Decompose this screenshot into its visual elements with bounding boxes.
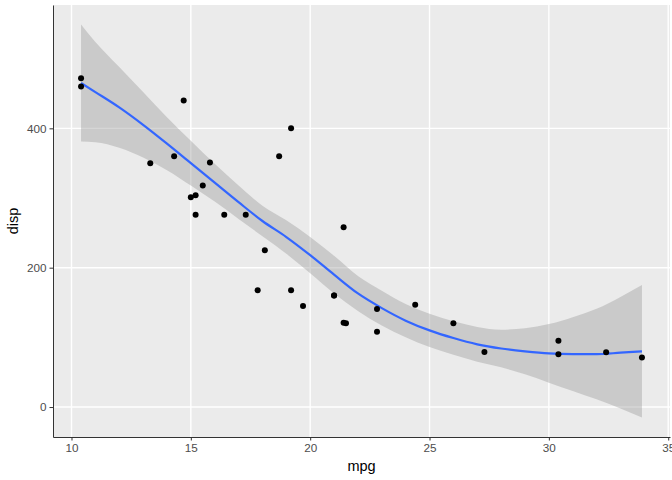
point bbox=[181, 97, 187, 103]
tick-label: 15 bbox=[185, 441, 199, 454]
point bbox=[78, 75, 84, 81]
panel-background bbox=[53, 5, 670, 437]
tick-label: 400 bbox=[27, 122, 47, 135]
point bbox=[188, 194, 194, 200]
x-axis: 10 15 20 25 30 35 bbox=[54, 437, 672, 454]
grid-line-x bbox=[309, 5, 310, 437]
tick: 20 bbox=[304, 437, 318, 454]
point bbox=[262, 247, 268, 253]
point bbox=[193, 212, 199, 218]
point bbox=[374, 306, 380, 312]
point bbox=[243, 212, 249, 218]
point bbox=[147, 160, 153, 166]
point bbox=[639, 354, 645, 360]
grid-line-y bbox=[53, 267, 670, 268]
axis-line bbox=[53, 6, 54, 438]
grid bbox=[53, 5, 670, 437]
tick-mark bbox=[50, 407, 54, 408]
tick: 25 bbox=[424, 437, 438, 454]
tick-label: 0 bbox=[40, 400, 47, 413]
marks bbox=[78, 25, 645, 418]
point bbox=[374, 329, 380, 335]
tick: 10 bbox=[65, 437, 79, 454]
point bbox=[255, 287, 261, 293]
tick-label: 200 bbox=[27, 261, 47, 274]
tick: 0 bbox=[40, 400, 53, 413]
point bbox=[200, 182, 206, 188]
point bbox=[555, 351, 561, 357]
grid-line-x bbox=[429, 5, 430, 437]
point bbox=[300, 303, 306, 309]
point bbox=[288, 125, 294, 131]
grid-line-y bbox=[53, 406, 670, 407]
tick-mark bbox=[50, 268, 54, 269]
tick-label: 10 bbox=[65, 441, 79, 454]
tick-label: 25 bbox=[424, 441, 438, 454]
point bbox=[481, 349, 487, 355]
y-axis-title: disp bbox=[5, 208, 21, 235]
y-axis: 0 200 400 bbox=[27, 6, 54, 438]
tick: 30 bbox=[543, 437, 557, 454]
point bbox=[412, 302, 418, 308]
grid-line-x bbox=[71, 5, 72, 437]
point bbox=[207, 159, 213, 165]
point bbox=[555, 338, 561, 344]
point bbox=[341, 224, 347, 230]
point bbox=[221, 212, 227, 218]
point bbox=[331, 293, 337, 299]
tick-label: 30 bbox=[543, 441, 557, 454]
tick-label: 35 bbox=[662, 441, 672, 454]
axis-line bbox=[54, 437, 671, 438]
tick: 400 bbox=[27, 122, 53, 135]
tick-mark bbox=[50, 128, 54, 129]
grid-line-x bbox=[668, 5, 669, 437]
chart: 10 15 20 25 30 35 0 200 400 mpg disp bbox=[0, 0, 672, 480]
smooth-line bbox=[81, 83, 642, 354]
grid-line-x bbox=[190, 5, 191, 437]
point bbox=[341, 320, 347, 326]
point bbox=[450, 320, 456, 326]
point bbox=[603, 349, 609, 355]
confidence-band bbox=[81, 25, 642, 418]
tick-label: 20 bbox=[304, 441, 318, 454]
point bbox=[288, 287, 294, 293]
point bbox=[78, 84, 84, 90]
x-axis-title: mpg bbox=[347, 458, 375, 474]
tick: 200 bbox=[27, 261, 53, 274]
tick: 15 bbox=[185, 437, 199, 454]
point bbox=[171, 153, 177, 159]
plot: 10 15 20 25 30 35 0 200 400 bbox=[27, 5, 672, 454]
tick: 35 bbox=[662, 437, 672, 454]
point bbox=[331, 293, 337, 299]
point bbox=[276, 153, 282, 159]
